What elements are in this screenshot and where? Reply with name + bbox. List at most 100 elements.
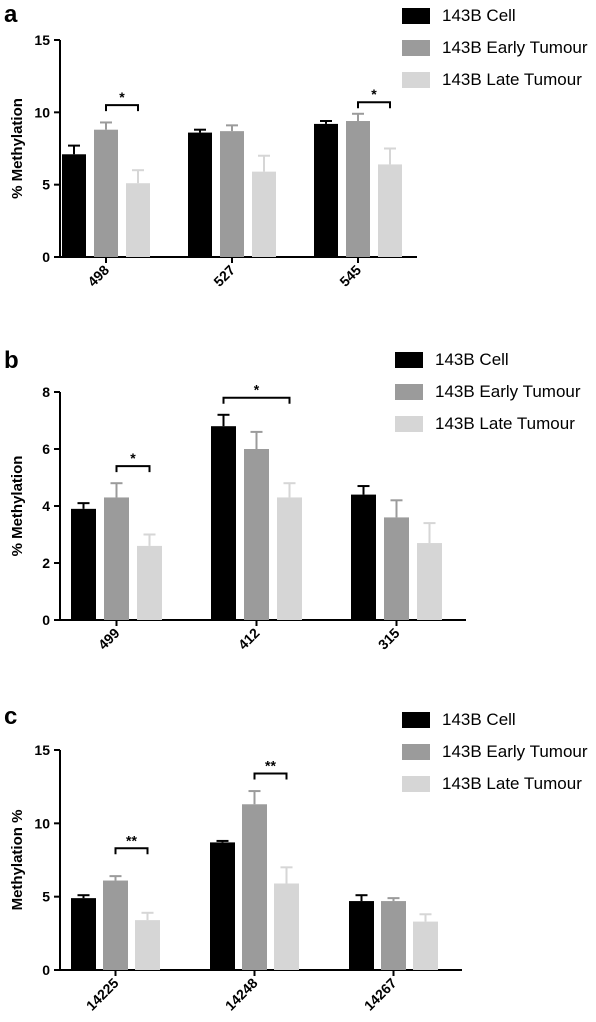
legend-label: 143B Early Tumour (435, 382, 581, 401)
bar-chart-c: c 0 5 10 15 Methylation % 14225 14248 14267 ** ** (4, 703, 462, 1014)
significance-bracket (357, 101, 391, 109)
legend-item-late: 143B Late Tumour (402, 64, 588, 96)
y-tick-label: 5 (42, 889, 50, 905)
x-tick-label: 498 (84, 262, 112, 290)
legend-label: 143B Late Tumour (442, 774, 582, 793)
y-tick-label: 0 (42, 962, 50, 978)
bar (346, 121, 370, 257)
x-tick-label: 14267 (361, 975, 400, 1014)
legend-item-cell: 143B Cell (402, 0, 588, 32)
significance-bracket (253, 772, 288, 780)
legend-b: 143B Cell 143B Early Tumour 143B Late Tu… (395, 344, 581, 440)
bar (137, 545, 162, 620)
significance-bracket (222, 396, 291, 404)
y-axis-label: % Methylation (9, 98, 26, 199)
y-tick-label: 15 (34, 742, 50, 758)
bar (417, 543, 442, 620)
significance-label: * (130, 450, 136, 466)
legend-swatch-cell (395, 352, 423, 368)
bar-chart-b: b 0 2 4 6 8 % Methylation 499 412 315 * * (4, 347, 466, 653)
bar (188, 132, 212, 257)
bar (71, 898, 96, 970)
bar (384, 517, 409, 620)
bar (381, 901, 406, 970)
x-tick-label: 527 (210, 262, 238, 290)
legend-item-cell: 143B Cell (402, 704, 588, 736)
significance-bracket (114, 847, 149, 855)
x-tick-label: 315 (375, 625, 403, 653)
legend-c: 143B Cell 143B Early Tumour 143B Late Tu… (402, 704, 588, 800)
x-tick-label: 14225 (83, 975, 122, 1014)
significance-label: * (254, 382, 260, 398)
y-axis-label: % Methylation (9, 456, 26, 557)
legend-item-early: 143B Early Tumour (402, 736, 588, 768)
legend-label: 143B Late Tumour (435, 414, 575, 433)
legend-item-late: 143B Late Tumour (395, 408, 581, 440)
panel-label: b (4, 347, 19, 374)
y-tick-label: 10 (34, 815, 50, 831)
bar (277, 497, 302, 620)
bar (242, 804, 267, 970)
bar (413, 921, 438, 970)
bar (314, 123, 338, 257)
bar (378, 164, 402, 257)
legend-item-late: 143B Late Tumour (402, 768, 588, 800)
y-tick-label: 8 (42, 384, 50, 400)
bar (211, 426, 236, 620)
bar-chart-a: a 0 5 10 15 % Methylation 498 527 545 * * (4, 1, 417, 290)
legend-label: 143B Late Tumour (442, 70, 582, 89)
legend-item-cell: 143B Cell (395, 344, 581, 376)
bar (351, 494, 376, 620)
bar (220, 131, 244, 257)
x-tick-label: 14248 (222, 975, 261, 1014)
bar (252, 171, 276, 257)
legend-swatch-late (395, 416, 423, 432)
legend-swatch-cell (402, 712, 430, 728)
bar (62, 154, 86, 257)
y-tick-label: 0 (42, 612, 50, 628)
significance-label: ** (126, 832, 137, 848)
bar (104, 497, 129, 620)
legend-label: 143B Cell (435, 350, 509, 369)
significance-bracket (105, 104, 139, 112)
legend-label: 143B Cell (442, 6, 516, 25)
legend-swatch-early (402, 40, 430, 56)
bar (274, 883, 299, 970)
y-tick-label: 5 (42, 177, 50, 193)
legend-swatch-late (402, 72, 430, 88)
significance-label: * (119, 89, 125, 105)
bar (244, 449, 269, 620)
chart-panel-a: a 0 5 10 15 % Methylation 498 527 545 * * 143B Cel… (0, 0, 596, 320)
bar (126, 183, 150, 257)
legend-swatch-early (402, 744, 430, 760)
significance-label: ** (265, 757, 276, 773)
bar (71, 508, 96, 620)
bar (135, 920, 160, 970)
legend-label: 143B Cell (442, 710, 516, 729)
chart-panel-c: c 0 5 10 15 Methylation % 14225 14248 14267 ** ** … (0, 700, 596, 1022)
y-tick-label: 10 (34, 104, 50, 120)
legend-label: 143B Early Tumour (442, 742, 588, 761)
legend-swatch-cell (402, 8, 430, 24)
bar (210, 842, 235, 970)
y-tick-label: 0 (42, 249, 50, 265)
panel-label: c (4, 703, 17, 730)
significance-label: * (371, 86, 377, 102)
y-tick-label: 6 (42, 441, 50, 457)
panel-label: a (4, 1, 18, 28)
chart-panel-b: b 0 2 4 6 8 % Methylation 499 412 315 * * 143B Cell… (0, 340, 596, 680)
x-tick-label: 499 (95, 625, 123, 653)
legend-label: 143B Early Tumour (442, 38, 588, 57)
bar (349, 901, 374, 970)
bar (94, 129, 118, 257)
legend-item-early: 143B Early Tumour (395, 376, 581, 408)
bar (103, 880, 128, 970)
y-tick-label: 15 (34, 32, 50, 48)
legend-swatch-late (402, 776, 430, 792)
x-tick-label: 412 (235, 625, 263, 653)
y-axis-label: Methylation % (9, 810, 26, 911)
significance-bracket (115, 465, 151, 473)
x-tick-label: 545 (336, 262, 364, 290)
legend-item-early: 143B Early Tumour (402, 32, 588, 64)
legend-a: 143B Cell 143B Early Tumour 143B Late Tu… (402, 0, 588, 96)
